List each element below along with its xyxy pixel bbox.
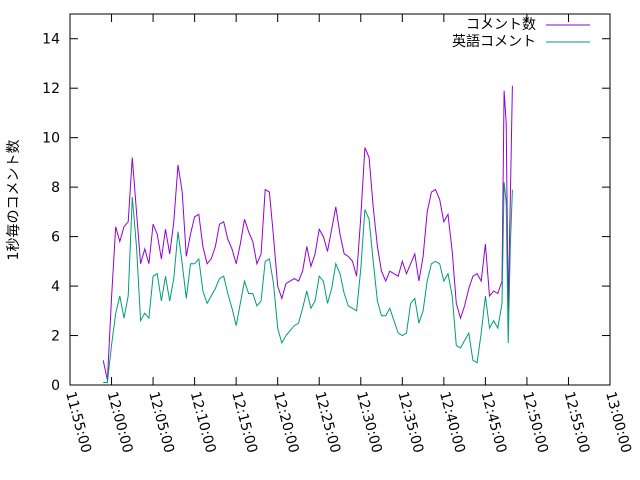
x-tick-label: 11:55:00 (62, 390, 94, 455)
x-tick-label: 12:55:00 (561, 390, 593, 455)
series-line-comments (102, 85, 513, 381)
legend-label-comments: コメント数 (466, 17, 536, 33)
y-tick-label: 12 (42, 81, 60, 97)
x-tick-label: 12:00:00 (104, 390, 136, 455)
x-axis: 11:55:00 12:00:00 12:05:00 12:10:00 12:15:00… (62, 14, 634, 455)
plot-frame (69, 13, 611, 386)
x-tick-label: 12:15:00 (228, 390, 260, 455)
y-tick-label: 8 (51, 180, 60, 196)
y-tick-label: 14 (42, 32, 60, 48)
series-lines (102, 85, 513, 383)
y-tick-label: 0 (51, 378, 60, 394)
y-tick-label: 6 (51, 230, 60, 246)
x-tick-label: 12:10:00 (187, 390, 219, 455)
y-tick-label: 4 (51, 279, 60, 295)
y-axis: 0 2 4 6 8 10 12 14 (42, 32, 610, 394)
x-tick-label: 12:25:00 (311, 390, 343, 455)
y-tick-label: 2 (51, 329, 60, 345)
x-tick-label: 12:30:00 (353, 390, 385, 455)
y-axis-label: 1秒毎のコメント数 (6, 140, 22, 261)
legend: コメント数 英語コメント (452, 17, 590, 50)
y-tick-label: 10 (42, 131, 60, 147)
x-tick-label: 12:45:00 (478, 390, 510, 455)
x-tick-label: 12:20:00 (270, 390, 302, 455)
x-tick-label: 12:50:00 (519, 390, 551, 455)
series-line-english-comments (103, 182, 513, 383)
legend-label-english-comments: 英語コメント (452, 33, 536, 50)
x-tick-label: 12:40:00 (436, 390, 468, 455)
x-tick-label: 13:00:00 (602, 390, 634, 455)
x-tick-label: 12:35:00 (394, 390, 426, 455)
x-tick-label: 12:05:00 (145, 390, 177, 455)
